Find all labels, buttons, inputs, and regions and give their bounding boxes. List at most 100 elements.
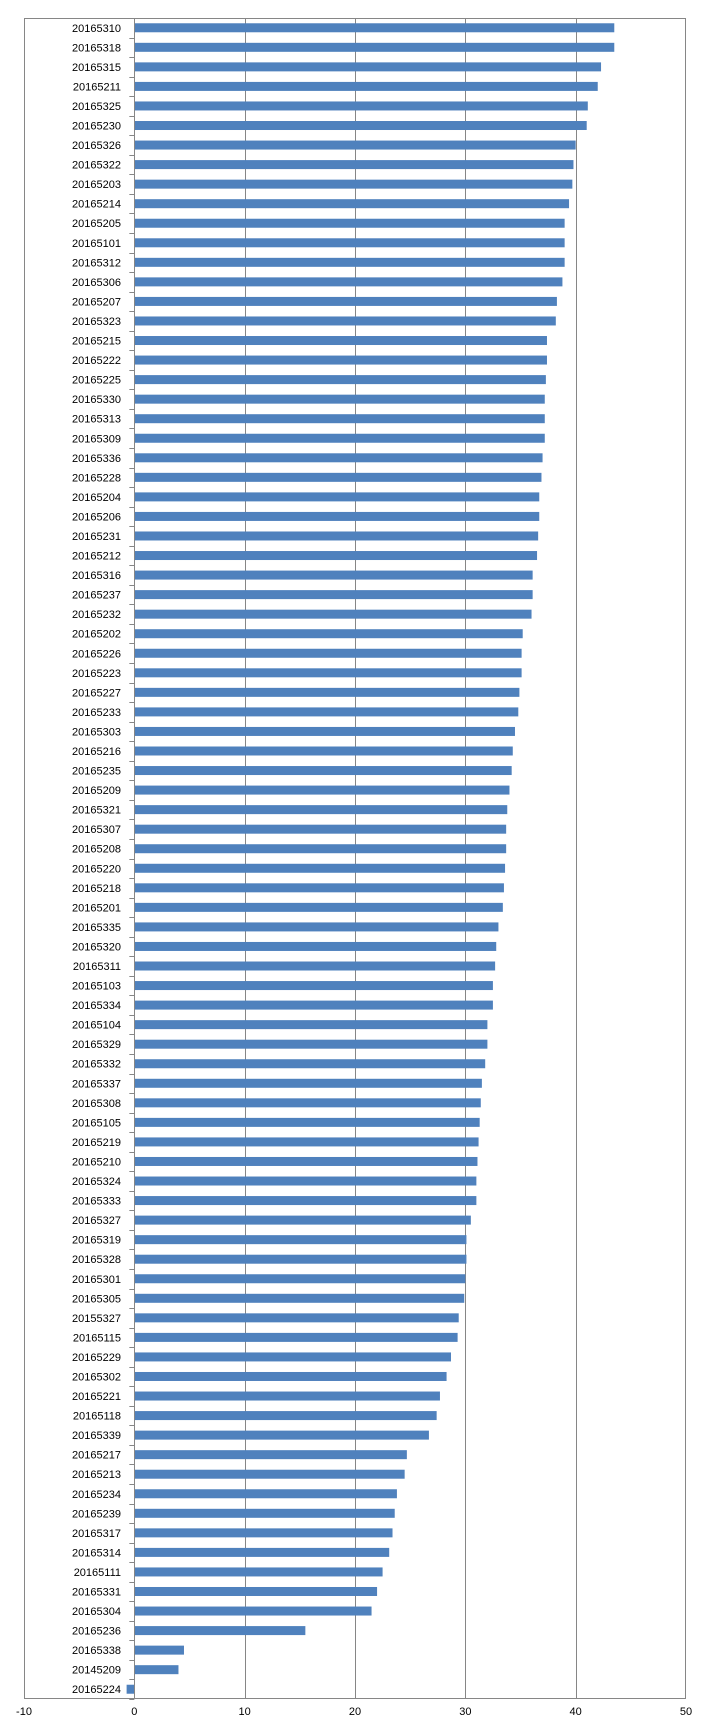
bar <box>134 1411 437 1421</box>
bar <box>134 62 602 72</box>
bar <box>134 766 512 776</box>
category-label: 20155327 <box>72 1313 121 1325</box>
category-label: 20165234 <box>72 1489 121 1501</box>
bar <box>134 648 522 658</box>
category-label: 20165206 <box>72 511 121 523</box>
bar <box>134 472 542 482</box>
bar <box>134 433 545 443</box>
category-label: 20165221 <box>72 1391 121 1403</box>
category-label: 20165317 <box>72 1528 121 1540</box>
category-label: 20165318 <box>72 42 121 54</box>
bar <box>134 1606 372 1616</box>
bar <box>134 1117 480 1127</box>
category-label: 20165231 <box>72 531 121 543</box>
bar <box>134 629 523 639</box>
bar <box>134 101 588 111</box>
bar <box>134 609 532 619</box>
bar <box>134 199 570 209</box>
category-label: 20165330 <box>72 394 121 406</box>
bar <box>134 1391 440 1401</box>
category-label: 20165212 <box>72 551 121 563</box>
bar <box>134 1039 488 1049</box>
bar <box>134 1626 306 1636</box>
bar <box>134 531 539 541</box>
category-label: 20165326 <box>72 140 121 152</box>
category-label: 20165305 <box>72 1293 121 1305</box>
category-label: 20165304 <box>72 1606 121 1618</box>
bar <box>134 1098 481 1108</box>
bar <box>134 511 540 521</box>
bar <box>134 1313 459 1323</box>
bar <box>134 1352 451 1362</box>
category-label: 20165332 <box>72 1059 121 1071</box>
bar <box>134 1547 390 1557</box>
bar <box>134 551 538 561</box>
category-label: 20165222 <box>72 355 121 367</box>
category-label: 20165303 <box>72 726 121 738</box>
bar <box>134 1156 478 1166</box>
bar <box>134 805 508 815</box>
category-label: 20165224 <box>72 1684 121 1696</box>
bar <box>134 883 504 893</box>
category-label: 20165204 <box>72 492 121 504</box>
bar <box>134 1235 467 1245</box>
category-label: 20165236 <box>72 1626 121 1638</box>
category-label: 20165333 <box>72 1196 121 1208</box>
bar <box>134 863 506 873</box>
category-label: 20165210 <box>72 1156 121 1168</box>
bar <box>134 179 573 189</box>
bar <box>134 961 496 971</box>
bar <box>134 1078 482 1088</box>
bar <box>134 336 547 346</box>
bar <box>134 23 615 33</box>
bar <box>134 1000 493 1010</box>
category-label: 20165329 <box>72 1039 121 1051</box>
category-label: 20165230 <box>72 121 121 133</box>
bar <box>134 922 499 932</box>
category-label: 20165219 <box>72 1137 121 1149</box>
bar <box>134 81 598 91</box>
category-label: 20165220 <box>72 863 121 875</box>
category-label: 20165316 <box>72 570 121 582</box>
category-label: 20165328 <box>72 1254 121 1266</box>
bar <box>134 1176 477 1186</box>
bar <box>134 1274 466 1284</box>
x-tick-label: 40 <box>570 1706 582 1718</box>
category-label: 20165319 <box>72 1235 121 1247</box>
category-label: 20165211 <box>73 81 121 93</box>
bar <box>134 394 545 404</box>
bar <box>134 218 565 228</box>
bar <box>134 453 543 463</box>
category-label: 20165310 <box>72 23 121 35</box>
category-label: 20165302 <box>72 1371 121 1383</box>
category-label: 20165229 <box>72 1352 121 1364</box>
bar <box>126 1684 135 1694</box>
bar <box>134 668 522 678</box>
category-label: 20165337 <box>72 1078 121 1090</box>
category-label: 20165215 <box>72 336 121 348</box>
category-label: 20165339 <box>72 1430 121 1442</box>
category-label: 20165313 <box>72 414 121 426</box>
bar <box>134 726 515 736</box>
bar <box>134 1469 405 1479</box>
category-label: 20165239 <box>72 1508 121 1520</box>
bar <box>134 902 503 912</box>
bar <box>134 42 615 52</box>
x-tick-label: 10 <box>239 1706 251 1718</box>
bar <box>134 257 565 267</box>
bar <box>134 687 520 697</box>
category-label: 20165202 <box>72 629 121 641</box>
category-label: 20165309 <box>72 433 121 445</box>
bar <box>134 492 540 502</box>
bar <box>134 1332 458 1342</box>
bar <box>134 1020 488 1030</box>
category-label: 20145209 <box>72 1665 121 1677</box>
category-label: 20165322 <box>72 160 121 172</box>
bar <box>134 160 574 170</box>
category-label: 20165201 <box>72 902 121 914</box>
category-label: 20165311 <box>73 961 121 973</box>
bar <box>134 1528 393 1538</box>
bar <box>134 590 533 600</box>
category-label: 20165327 <box>72 1215 121 1227</box>
